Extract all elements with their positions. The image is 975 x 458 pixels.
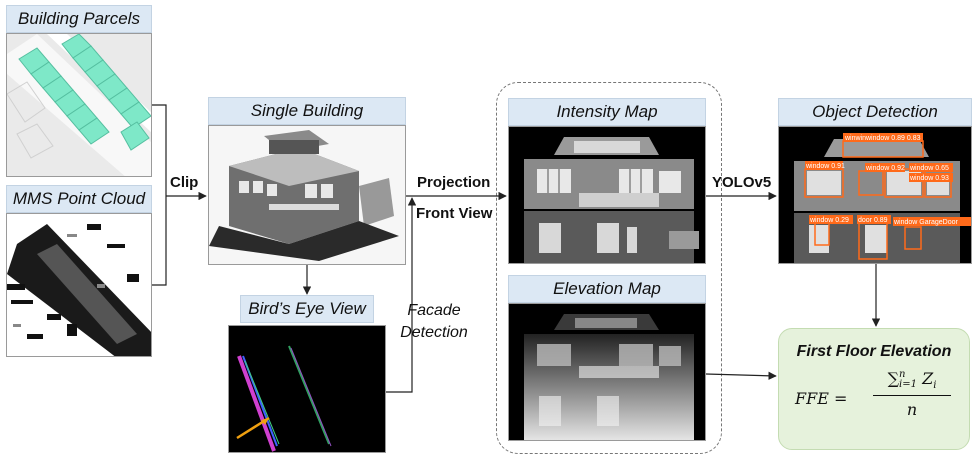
building-parcels-image	[6, 33, 152, 177]
sum-symbol: ∑	[887, 369, 900, 388]
projection-group-border	[496, 82, 722, 454]
detection-label-5: window 0.93	[909, 175, 949, 182]
ffe-fraction: ∑n i=1 Zi n	[867, 369, 957, 419]
object-detection-title: Object Detection	[778, 98, 972, 126]
yolov5-label: YOLOv5	[712, 174, 772, 191]
single-building-image	[208, 125, 406, 265]
sum-limits: n i=1	[899, 368, 917, 390]
facade-detection-label: Facade Detection	[400, 302, 468, 341]
mms-point-cloud-image	[6, 213, 152, 357]
detection-label-3: window 0.92	[865, 165, 905, 172]
ffe-title: First Floor Elevation	[796, 343, 952, 360]
building-point-cloud-graphic	[209, 126, 405, 264]
elevation-map-title: Elevation Map	[508, 275, 706, 303]
detection-label-8: window GarageDoor	[893, 219, 958, 226]
object-detection-image: winwinwindow 0.89 0.83 window 0.91 windo…	[778, 126, 972, 264]
fraction-bar	[873, 395, 951, 396]
birds-eye-view-title: Bird’s Eye View	[240, 295, 374, 323]
projection-label: Projection	[417, 174, 491, 191]
intensity-house-graphic	[509, 127, 705, 263]
detection-label-2: window 0.91	[805, 163, 845, 170]
ffe-formula-lhs: FFE =	[795, 389, 848, 408]
single-building-title: Single Building	[208, 97, 406, 125]
birds-eye-graphic	[229, 326, 385, 452]
detection-house-graphic: winwinwindow 0.89 0.83 window 0.91 windo…	[779, 127, 971, 263]
detection-label-1: winwinwindow 0.89 0.83	[844, 135, 921, 142]
parcel-map-graphic	[7, 34, 151, 176]
ffe-denominator: n	[906, 400, 918, 419]
detection-label-6: window 0.29	[809, 217, 849, 224]
point-cloud-graphic	[7, 214, 151, 356]
mms-point-cloud-title: MMS Point Cloud	[6, 185, 152, 213]
clip-label: Clip	[170, 174, 199, 191]
ffe-numerator: ∑n i=1 Zi	[887, 368, 937, 392]
elevation-house-graphic	[509, 304, 705, 440]
intensity-map-image	[508, 126, 706, 264]
detection-label-4: window 0.65	[909, 165, 949, 172]
ffe-formula: FFE = ∑n i=1 Zi n	[795, 367, 965, 443]
birds-eye-view-image	[228, 325, 386, 453]
building-parcels-title: Building Parcels	[6, 5, 152, 33]
first-floor-elevation-box: First Floor Elevation FFE = ∑n i=1 Zi n	[778, 328, 970, 450]
front-view-label: Front View	[416, 205, 493, 222]
detection-label-7: door 0.89	[858, 217, 888, 224]
elevation-map-image	[508, 303, 706, 441]
intensity-map-title: Intensity Map	[508, 98, 706, 126]
